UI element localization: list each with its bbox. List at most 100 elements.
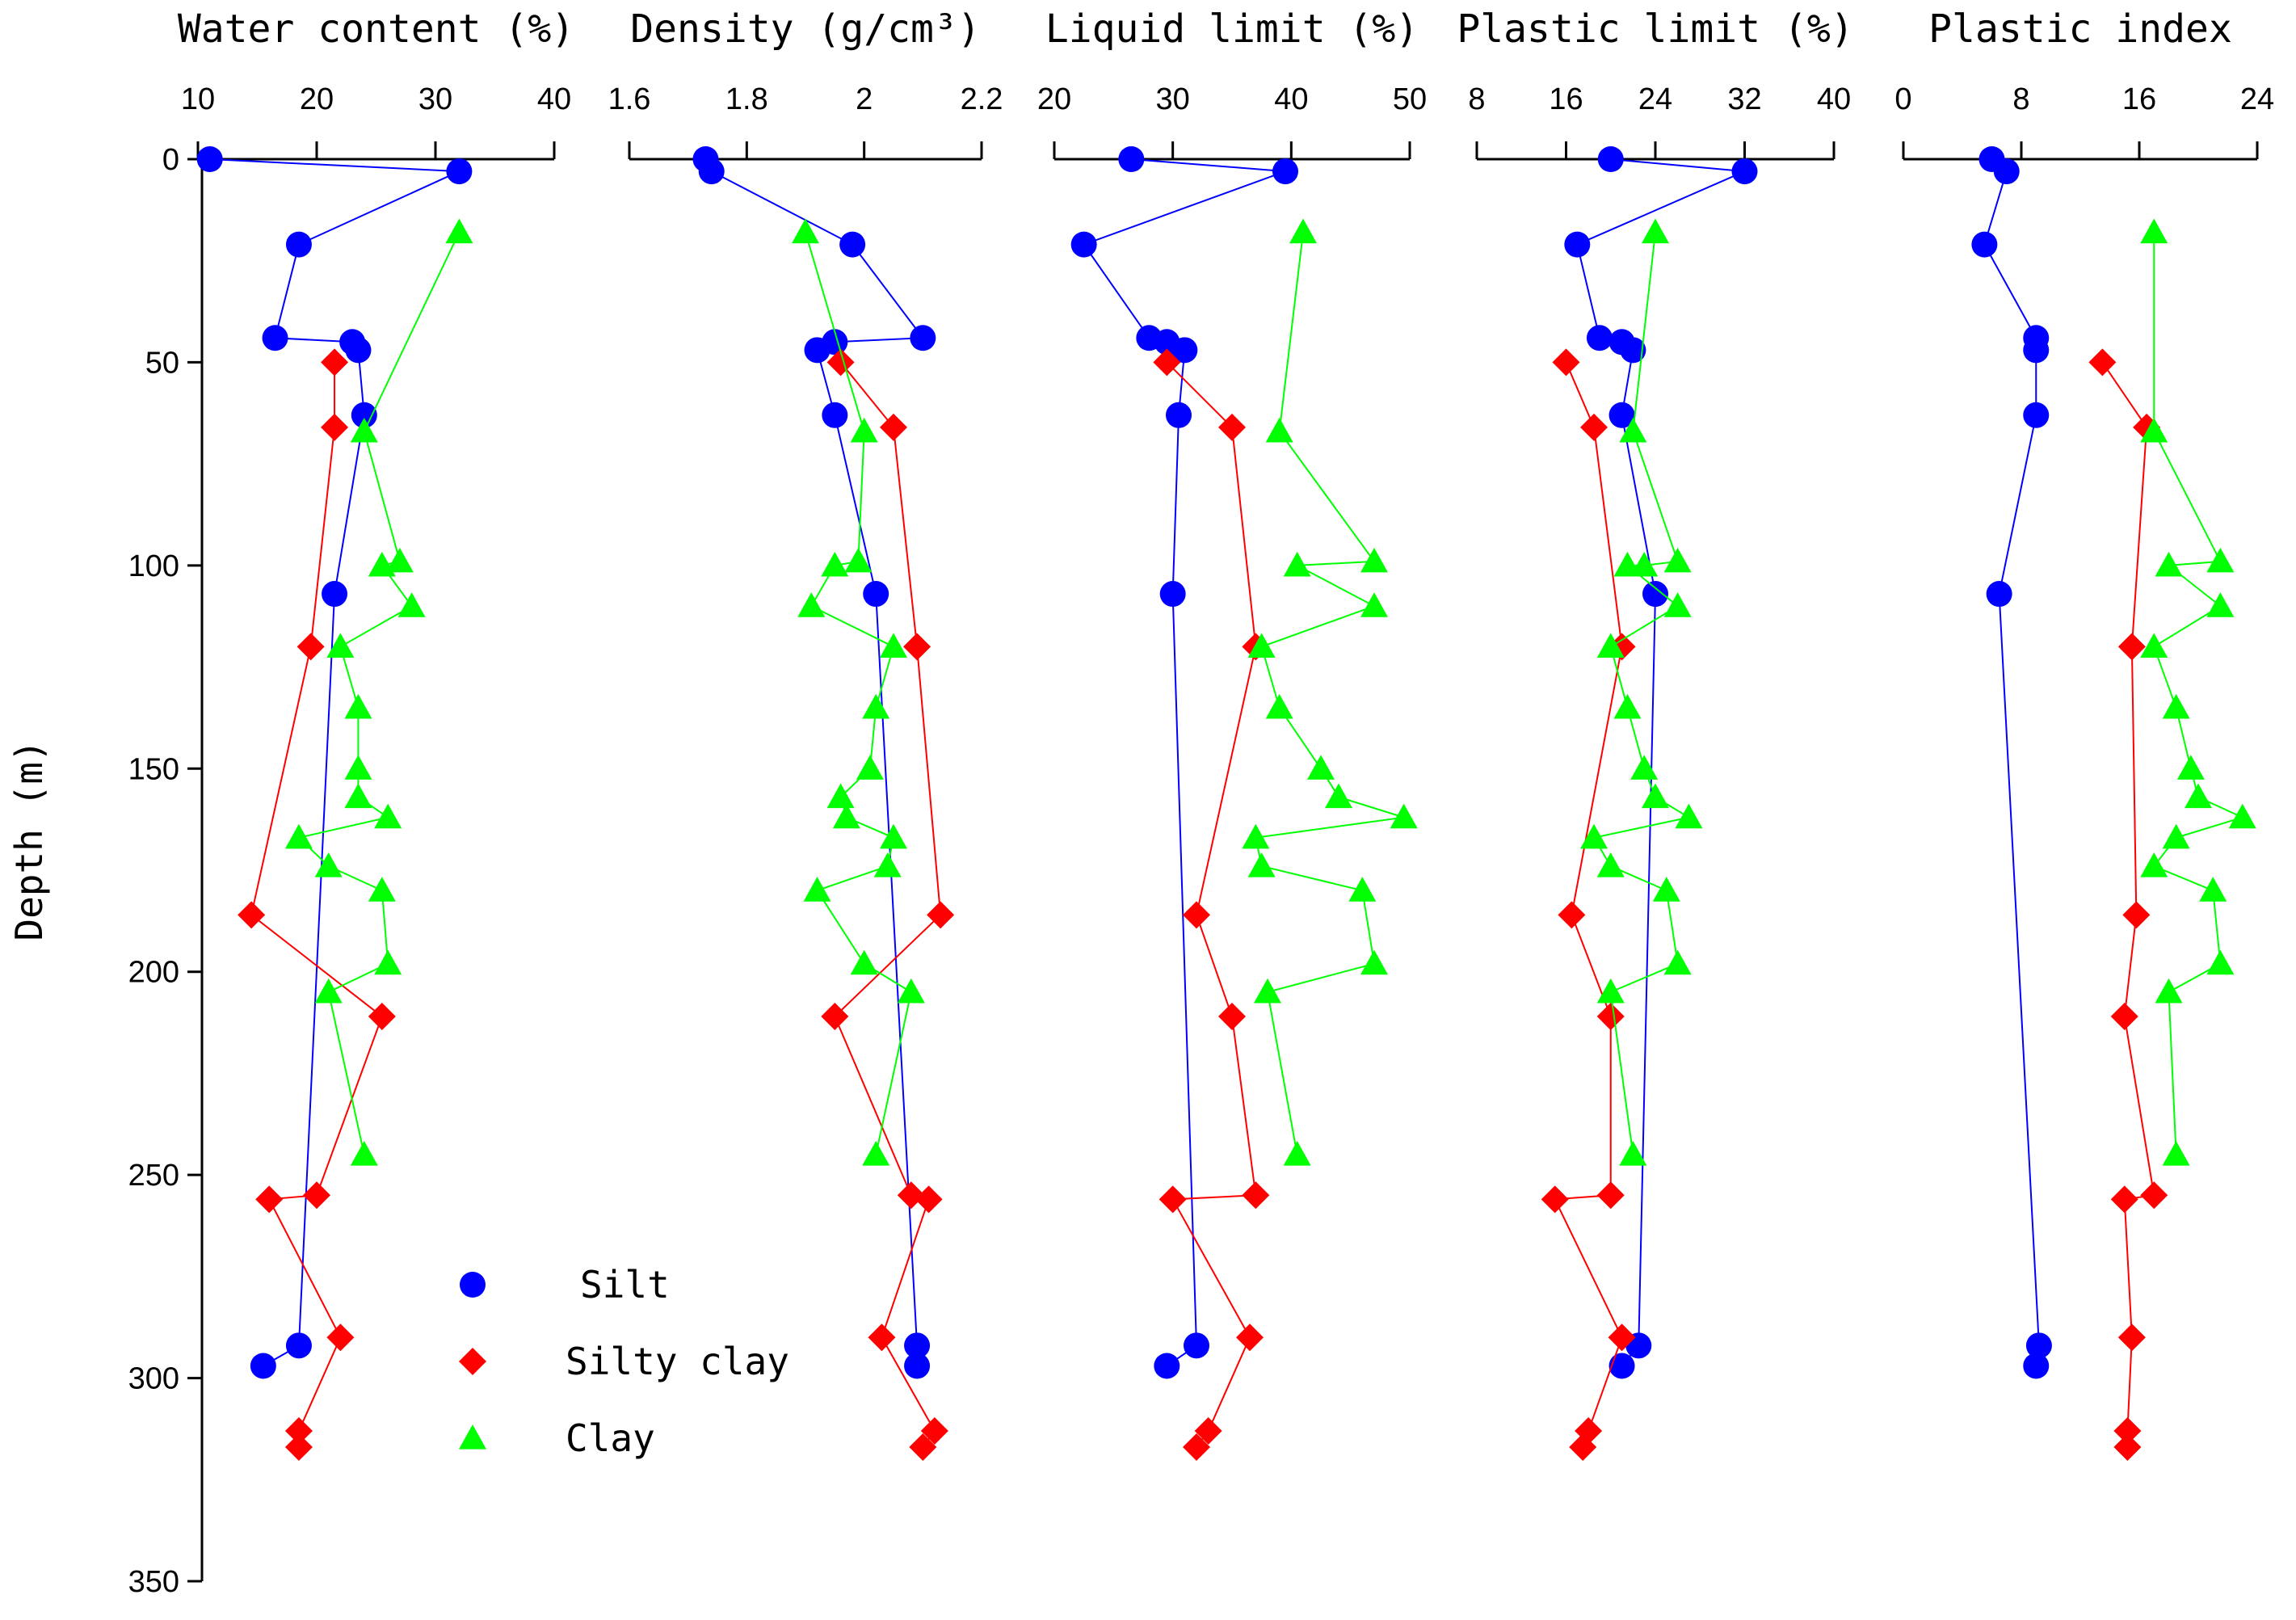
- silt-point: [2023, 1353, 2050, 1379]
- clay-point: [1325, 783, 1352, 809]
- silt-point: [839, 231, 866, 258]
- clay-point: [850, 417, 878, 443]
- silty-clay-point: [1153, 348, 1181, 377]
- depth-axis: 0 50 100 150 200 250 300 350: [128, 143, 204, 1599]
- x-tick-label: 10: [181, 82, 215, 116]
- clay-point: [1613, 693, 1642, 719]
- silty-clay-point: [1183, 901, 1210, 929]
- legend-label: Clay: [566, 1416, 655, 1460]
- depth-tick-label: 100: [128, 549, 179, 583]
- silt-point: [2023, 402, 2050, 428]
- clay-point: [1247, 633, 1276, 659]
- silt-point: [1586, 325, 1613, 351]
- silty-clay-point: [903, 633, 931, 661]
- clay-line: [2152, 232, 2245, 1155]
- clay-point: [1307, 755, 1335, 780]
- silty-clay-point: [284, 1416, 313, 1445]
- silt-point: [1993, 158, 2020, 185]
- depth-tick-label: 250: [128, 1159, 179, 1193]
- silty-clay-point: [255, 1185, 284, 1214]
- silty-clay-line: [250, 362, 384, 1448]
- clay-point: [344, 693, 372, 719]
- legend: Silt Silty clay Clay: [459, 1263, 789, 1460]
- silt-line: [209, 158, 460, 1367]
- clay-point: [2140, 633, 2168, 659]
- clay-point: [385, 547, 414, 573]
- clay-point: [350, 1141, 378, 1166]
- silty-clay-point: [1242, 1181, 1270, 1210]
- depth-tick-label: 50: [145, 346, 179, 380]
- clay-point: [1265, 693, 1293, 719]
- silt-point: [1986, 581, 2012, 608]
- clay-point: [797, 592, 826, 617]
- x-tick-label: 1.8: [725, 82, 768, 116]
- clay-point: [2162, 1141, 2190, 1166]
- x-tick-label: 0: [1894, 82, 1911, 116]
- clay-line: [296, 232, 460, 1155]
- depth-tick-label: 200: [128, 956, 179, 990]
- silty-clay-point: [2117, 1323, 2146, 1352]
- silty-clay-point: [2110, 1185, 2138, 1214]
- silt-point: [2025, 1332, 2052, 1359]
- clay-point: [1596, 633, 1625, 659]
- silty-clay-point: [1608, 1323, 1636, 1352]
- clay-point: [1348, 877, 1377, 902]
- silt-point: [863, 581, 889, 608]
- clay-point: [1283, 1141, 1311, 1166]
- x-tick-label: 16: [1549, 82, 1583, 116]
- silty-clay-point: [1236, 1323, 1264, 1352]
- silty-clay-point: [1218, 413, 1246, 441]
- clay-point: [368, 551, 396, 577]
- clay-point: [1242, 823, 1270, 849]
- silt-point: [262, 325, 288, 351]
- silty-clay-point: [284, 1433, 313, 1462]
- clay-point: [862, 693, 890, 719]
- x-tick-label: 16: [2122, 82, 2156, 116]
- clay-point: [1360, 547, 1388, 573]
- clay-point: [2199, 877, 2227, 902]
- clay-point: [314, 852, 343, 877]
- x-tick-label: 20: [1037, 82, 1071, 116]
- x-tick-label: 40: [1274, 82, 1308, 116]
- clay-point: [1619, 1141, 1647, 1166]
- clay-point: [2140, 852, 2168, 877]
- silt-point: [322, 581, 348, 608]
- silt-point: [1272, 158, 1298, 185]
- silt-point: [904, 1353, 931, 1379]
- x-tick-label: 2.2: [961, 82, 1003, 116]
- silty-clay-line: [1166, 361, 1257, 1448]
- legend-clay-marker: [459, 1424, 486, 1450]
- silty-clay-point: [821, 1003, 849, 1031]
- silt-point: [250, 1353, 276, 1379]
- clay-point: [2206, 949, 2235, 975]
- clay-point: [832, 803, 860, 829]
- silty-clay-point: [1552, 348, 1580, 377]
- clay-point: [397, 592, 426, 617]
- clay-point: [1663, 547, 1692, 573]
- silty-clay-line: [2101, 361, 2155, 1448]
- clay-point: [1254, 978, 1281, 1004]
- panel-title: Water content (%): [178, 6, 574, 52]
- silty-clay-point: [1580, 413, 1608, 441]
- clay-point: [368, 877, 396, 902]
- silty-clay-point: [2117, 633, 2146, 661]
- silty-clay-point: [303, 1181, 330, 1210]
- silt-point: [345, 337, 372, 364]
- panel-title: Liquid limit (%): [1045, 6, 1419, 52]
- x-tick-label: 2: [856, 82, 873, 116]
- panel-title: Plastic limit (%): [1457, 6, 1853, 52]
- silt-point: [446, 158, 473, 185]
- depth-tick-label: 300: [128, 1362, 179, 1396]
- clay-point: [2155, 551, 2183, 577]
- clay-point: [821, 551, 849, 577]
- silt-point: [1597, 146, 1624, 172]
- x-tick-label: 24: [1638, 82, 1672, 116]
- clay-point: [2185, 783, 2212, 809]
- clay-point: [1642, 218, 1669, 244]
- silty-clay-point: [296, 633, 325, 661]
- x-tick-label: 24: [2240, 82, 2274, 116]
- silty-clay-point: [321, 348, 349, 377]
- silty-clay-point: [826, 348, 855, 377]
